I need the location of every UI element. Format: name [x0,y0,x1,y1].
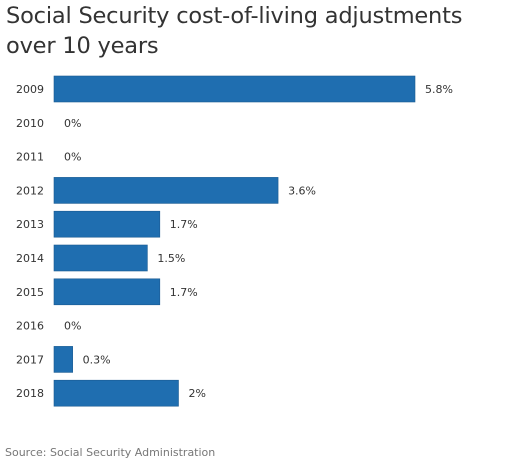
bar-2018 [53,379,179,407]
bar-2015 [53,278,161,306]
category-label-2016: 2016 [16,320,44,333]
bar-2012 [53,177,279,204]
category-label-2012: 2012 [16,184,44,197]
category-label-2010: 2010 [16,117,44,130]
value-label-2018: 2% [188,387,205,400]
category-label-2011: 2011 [16,151,44,164]
bar-2009 [53,75,416,103]
bars-group: 2009 5.8% 2010 0% 2011 0% 2012 3.6% 2013 1.7% 2014… [16,75,453,407]
value-label-2016: 0% [64,320,81,333]
value-label-2014: 1.5% [157,252,185,265]
value-label-2010: 0% [64,117,81,130]
category-label-2015: 2015 [16,286,44,299]
value-label-2013: 1.7% [170,218,198,231]
chart-title: Social Security cost-of-living adjustmen… [6,3,463,59]
bar-2017 [53,346,73,373]
bar-2013 [53,210,161,238]
value-label-2009: 5.8% [425,83,453,96]
value-label-2012: 3.6% [288,184,316,197]
value-label-2011: 0% [64,151,81,164]
category-label-2017: 2017 [16,353,44,366]
source-note: Source: Social Security Administration [5,446,216,459]
bar-2014 [53,244,148,272]
bar-chart: 2009 5.8% 2010 0% 2011 0% 2012 3.6% 2013 1.7% 2014… [16,75,453,407]
category-label-2018: 2018 [16,387,44,400]
category-label-2013: 2013 [16,218,44,231]
value-label-2015: 1.7% [170,286,198,299]
category-label-2009: 2009 [16,83,44,96]
value-label-2017: 0.3% [83,353,111,366]
category-label-2014: 2014 [16,252,44,265]
